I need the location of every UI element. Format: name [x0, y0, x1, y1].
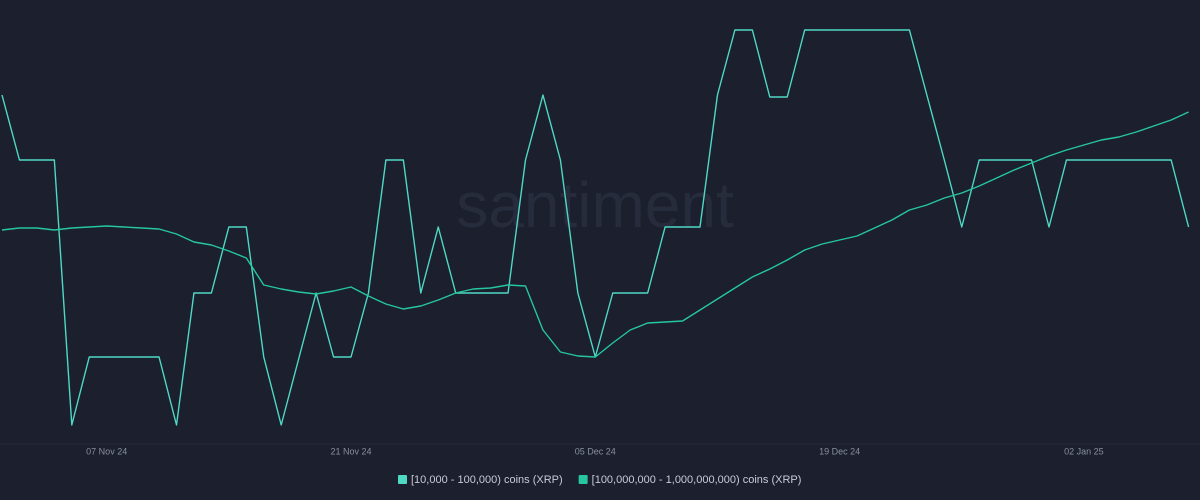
x-tick-label: 19 Dec 24	[819, 446, 860, 456]
x-tick-label: 21 Nov 24	[330, 446, 371, 456]
x-tick-label: 05 Dec 24	[575, 446, 616, 456]
legend-swatch	[578, 475, 588, 484]
legend-label: [10,000 - 100,000) coins (XRP)	[411, 474, 563, 486]
legend-label: [100,000,000 - 1,000,000,000) coins (XRP…	[592, 474, 802, 486]
legend-swatch	[398, 475, 407, 484]
series-line	[1, 111, 1189, 358]
x-tick-label: 07 Nov 24	[86, 446, 127, 456]
x-tick-label: 02 Jan 25	[1064, 446, 1104, 456]
watermark: santiment	[456, 169, 734, 241]
